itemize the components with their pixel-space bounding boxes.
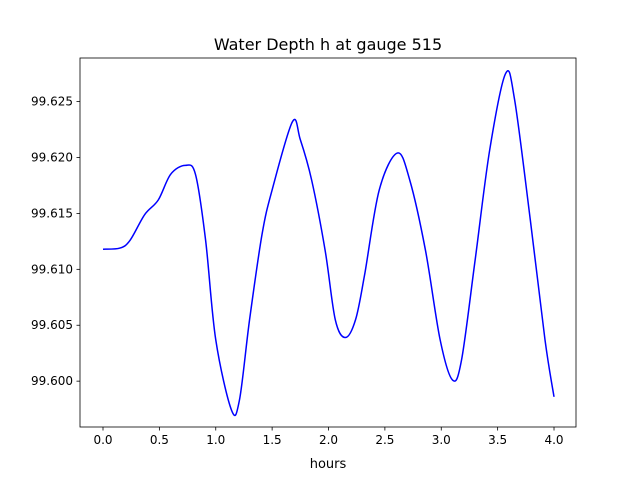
x-tick-label: 2.0 [319,433,338,447]
y-tick-label: 99.600 [31,374,73,388]
x-tick-label: 0.5 [150,433,169,447]
x-tick-label: 0.0 [93,433,112,447]
x-tick-label: 1.5 [263,433,282,447]
y-tick-label: 99.625 [31,95,73,109]
x-tick-label: 3.0 [432,433,451,447]
x-tick-label: 2.5 [375,433,394,447]
y-tick-label: 99.605 [31,318,73,332]
x-axis-label: hours [310,457,347,472]
chart-title: Water Depth h at gauge 515 [214,35,442,54]
axes-frame [79,57,577,428]
series-line-h [102,69,555,417]
x-tick-label: 1.0 [206,433,225,447]
y-tick-label: 99.615 [31,206,73,220]
y-tick-label: 99.620 [31,151,73,165]
y-tick-label: 99.610 [31,262,73,276]
x-tick-label: 4.0 [544,433,563,447]
x-tick-label: 3.5 [488,433,507,447]
